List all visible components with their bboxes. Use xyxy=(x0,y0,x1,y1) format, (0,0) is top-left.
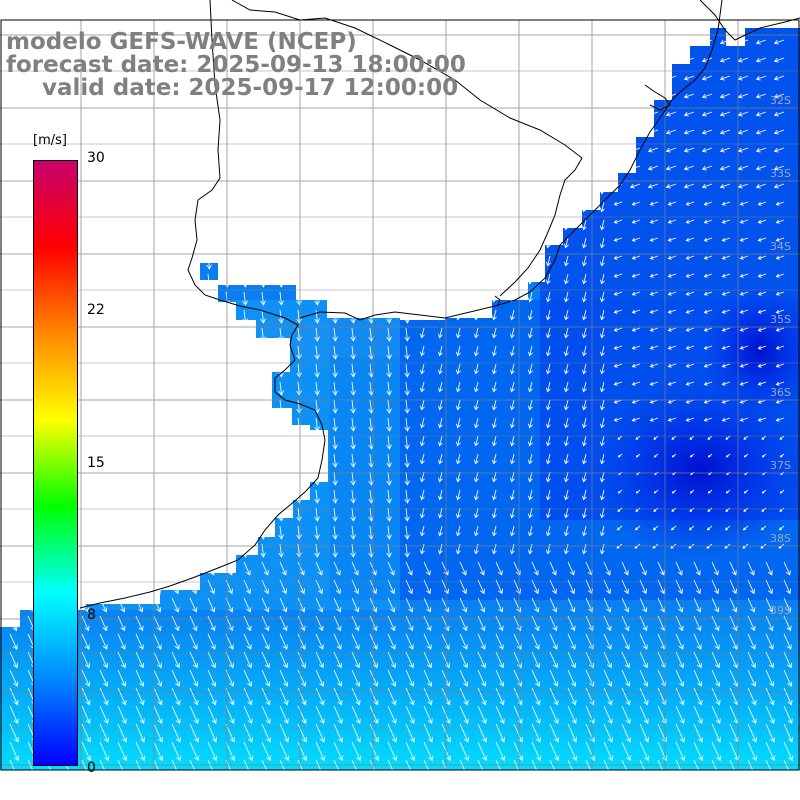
colorbar-tick-22: 22 xyxy=(87,302,105,318)
colorbar-tick-15: 15 xyxy=(87,455,105,471)
lat-label-39s: 39S xyxy=(770,604,791,617)
latitude-labels: 32S 33S 34S 35S 36S 37S 38S 39S xyxy=(770,94,791,617)
lat-label-38s: 38S xyxy=(770,532,791,545)
model-title: modelo GEFS-WAVE (NCEP) xyxy=(6,29,357,55)
forecast-date: forecast date: 2025-09-13 18:00:00 xyxy=(6,52,466,78)
lat-label-37s: 37S xyxy=(770,459,791,472)
coastline xyxy=(79,0,800,609)
colorbar-tick-30: 30 xyxy=(87,150,105,166)
colorbar-tick-8: 8 xyxy=(87,607,96,623)
lat-lon-grid xyxy=(0,20,800,770)
colorbar xyxy=(33,160,78,766)
colorbar-tick-0: 0 xyxy=(87,760,96,776)
lat-label-33s: 33S xyxy=(770,167,791,180)
valid-date: valid date: 2025-09-17 12:00:00 xyxy=(42,75,459,101)
lat-label-32s: 32S xyxy=(770,94,791,107)
lat-label-36s: 36S xyxy=(770,386,791,399)
lat-label-34s: 34S xyxy=(770,240,791,253)
lat-label-35s: 35S xyxy=(770,313,791,326)
colorbar-unit: [m/s] xyxy=(33,133,67,148)
